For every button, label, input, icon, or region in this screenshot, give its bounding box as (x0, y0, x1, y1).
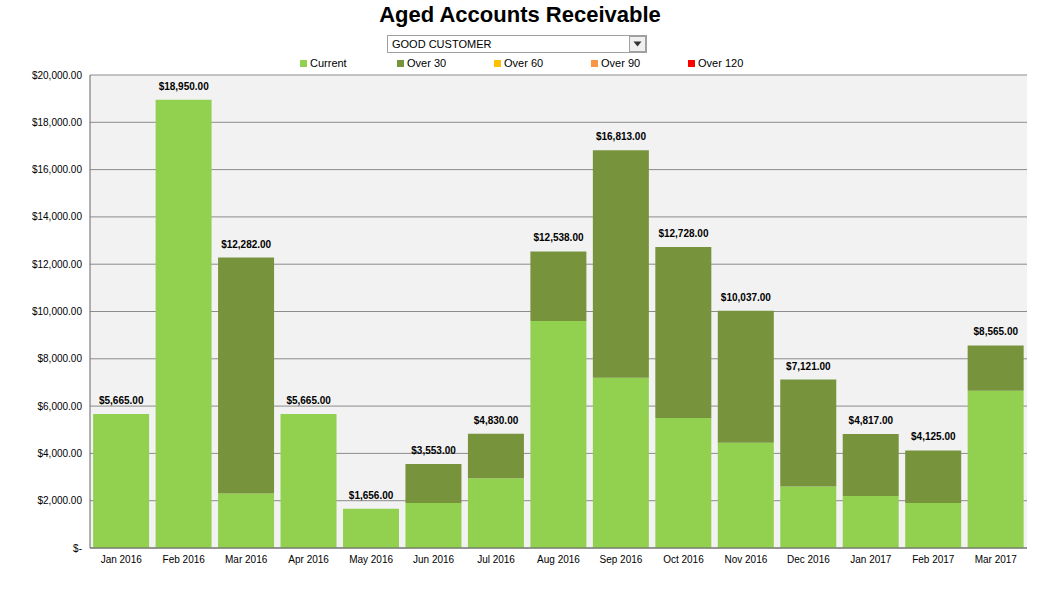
svg-text:$7,121.00: $7,121.00 (786, 361, 831, 372)
svg-text:Aug 2016: Aug 2016 (537, 554, 580, 565)
svg-text:$6,000.00: $6,000.00 (38, 401, 83, 412)
svg-text:$8,000.00: $8,000.00 (38, 353, 83, 364)
svg-text:Jul 2016: Jul 2016 (477, 554, 515, 565)
svg-text:$3,553.00: $3,553.00 (411, 445, 456, 456)
svg-text:Mar 2016: Mar 2016 (225, 554, 268, 565)
html-text:Aged Accounts Receivable: Aged Accounts Receivable (379, 2, 661, 27)
svg-text:Oct 2016: Oct 2016 (663, 554, 704, 565)
svg-text:Jun 2016: Jun 2016 (413, 554, 455, 565)
svg-text:$4,817.00: $4,817.00 (849, 415, 894, 426)
svg-text:Feb 2016: Feb 2016 (163, 554, 206, 565)
svg-text:Jan 2017: Jan 2017 (850, 554, 892, 565)
svg-text:Sep 2016: Sep 2016 (600, 554, 643, 565)
svg-text:$12,728.00: $12,728.00 (658, 228, 708, 239)
svg-text:Nov 2016: Nov 2016 (724, 554, 767, 565)
html-text:Current: Current (310, 57, 347, 69)
svg-text:$2,000.00: $2,000.00 (38, 495, 83, 506)
html-text:Over 90: Over 90 (601, 57, 641, 69)
svg-text:$4,125.00: $4,125.00 (911, 431, 956, 442)
svg-text:$1,656.00: $1,656.00 (349, 490, 394, 501)
svg-text:$10,037.00: $10,037.00 (721, 292, 771, 303)
svg-text:$5,665.00: $5,665.00 (99, 395, 144, 406)
html-text:Over 30: Over 30 (407, 57, 447, 69)
html-text:GOOD CUSTOMER: GOOD CUSTOMER (392, 38, 492, 50)
svg-text:Dec 2016: Dec 2016 (787, 554, 830, 565)
svg-text:$14,000.00: $14,000.00 (32, 211, 82, 222)
svg-text:$18,950.00: $18,950.00 (159, 81, 209, 92)
svg-text:$12,538.00: $12,538.00 (533, 232, 583, 243)
svg-text:Jan 2016: Jan 2016 (101, 554, 143, 565)
svg-text:$16,000.00: $16,000.00 (32, 164, 82, 175)
svg-text:$4,000.00: $4,000.00 (38, 448, 83, 459)
svg-text:$12,282.00: $12,282.00 (221, 239, 271, 250)
svg-text:Mar 2017: Mar 2017 (975, 554, 1018, 565)
svg-text:$10,000.00: $10,000.00 (32, 306, 82, 317)
svg-text:$8,565.00: $8,565.00 (974, 326, 1019, 337)
html-text:Over 120: Over 120 (698, 57, 744, 69)
svg-text:$-: $- (73, 543, 82, 554)
html-text:Over 60: Over 60 (504, 57, 544, 69)
svg-text:$12,000.00: $12,000.00 (32, 259, 82, 270)
svg-text:$16,813.00: $16,813.00 (596, 131, 646, 142)
svg-text:Apr 2016: Apr 2016 (288, 554, 329, 565)
svg-text:$20,000.00: $20,000.00 (32, 70, 82, 81)
svg-text:$5,665.00: $5,665.00 (286, 395, 331, 406)
svg-text:$4,830.00: $4,830.00 (474, 415, 519, 426)
svg-text:$18,000.00: $18,000.00 (32, 117, 82, 128)
svg-text:Feb 2017: Feb 2017 (912, 554, 955, 565)
svg-text:May 2016: May 2016 (349, 554, 393, 565)
